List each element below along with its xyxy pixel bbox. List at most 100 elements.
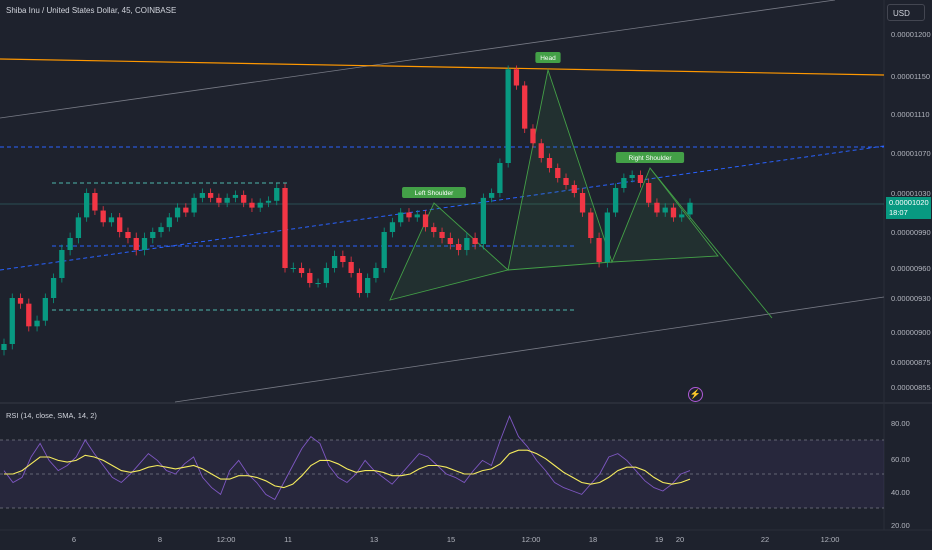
candle-body: [604, 212, 610, 262]
candle-body: [307, 273, 313, 283]
last-price-label: 0.00001020 18:07: [886, 197, 931, 219]
candle-body: [464, 238, 470, 250]
dashed-trend-line: [0, 145, 885, 271]
candle-body: [133, 238, 139, 250]
candle-body: [241, 194, 247, 203]
rsi-line: [3, 415, 691, 501]
candle-body: [42, 298, 48, 321]
candle-body: [588, 212, 594, 238]
candle-body: [596, 238, 602, 262]
candle-body: [1, 344, 7, 350]
last-price-value: 0.00001020: [889, 198, 929, 207]
resistance-line: [0, 58, 885, 76]
candle-body: [629, 175, 635, 178]
candle-body: [9, 298, 15, 344]
time-tick-label: 12:00: [522, 535, 541, 544]
time-tick-label: 12:00: [217, 535, 236, 544]
candle-body: [505, 69, 511, 163]
pattern-label-text: Left Shoulder: [415, 190, 455, 197]
pattern-label-box: [615, 152, 685, 163]
candle-body: [522, 85, 528, 129]
candle-body: [207, 193, 214, 198]
candle-body: [389, 222, 396, 232]
candle-body: [670, 207, 677, 218]
candle-body: [373, 268, 379, 278]
price-tick-label: 0.00001150: [891, 72, 930, 81]
price-tick-label: 0.00001200: [891, 30, 931, 39]
candle-body: [125, 232, 131, 238]
candle-body: [621, 178, 627, 188]
candle-body: [17, 298, 24, 304]
time-tick-label: 11: [284, 535, 292, 544]
price-tick-label: 0.00000960: [891, 264, 931, 273]
candle-body: [100, 210, 106, 223]
candle-body: [26, 303, 32, 327]
candle-body: [555, 168, 561, 178]
candle-body: [323, 268, 329, 283]
candle-body: [538, 143, 544, 158]
candle-body: [257, 202, 263, 208]
candle-body: [497, 163, 503, 193]
candle-body: [50, 278, 57, 298]
candle-body: [646, 183, 652, 203]
candle-body: [612, 188, 619, 213]
lower-channel-line: [174, 296, 885, 403]
candle-body: [546, 158, 553, 168]
candle-body: [216, 197, 222, 203]
candle-body: [348, 262, 354, 273]
candle-body: [290, 268, 296, 269]
rsi-ma-line: [4, 449, 691, 489]
pattern-label-text: Right Shoulder: [629, 155, 673, 162]
candles-layer: [1, 65, 693, 356]
symbol-title[interactable]: Shiba Inu / United States Dollar, 45, CO…: [6, 6, 177, 15]
price-tick-label: 0.00000990: [891, 228, 931, 237]
candle-body: [679, 214, 685, 218]
candle-body: [530, 128, 536, 144]
price-tick-label: 0.00001070: [891, 149, 931, 158]
candle-body: [431, 227, 437, 232]
candle-body: [224, 197, 230, 203]
rsi-tick-label: 20.00: [891, 521, 910, 530]
candle-body: [141, 238, 148, 250]
candle-body: [183, 207, 189, 213]
rsi-indicator-title[interactable]: RSI (14, close, SMA, 14, 2): [6, 411, 97, 420]
time-tick-label: 12:00: [821, 535, 840, 544]
candle-body: [455, 244, 462, 250]
time-tick-label: 20: [676, 535, 684, 544]
lightning-icon[interactable]: ⚡: [688, 387, 703, 402]
candle-body: [84, 193, 90, 218]
rsi-band-fill: [0, 440, 884, 508]
candle-body: [513, 69, 520, 86]
candle-body: [174, 207, 181, 218]
candle-body: [340, 256, 346, 262]
candle-body: [166, 217, 172, 228]
candle-body: [150, 232, 156, 238]
candle-body: [447, 238, 453, 244]
currency-button[interactable]: USD: [887, 4, 925, 21]
candle-body: [108, 217, 115, 223]
price-tick-label: 0.00000930: [891, 294, 931, 303]
candle-body: [472, 238, 478, 244]
candle-body: [282, 188, 288, 268]
candle-body: [563, 178, 569, 185]
rsi-tick-label: 60.00: [891, 455, 910, 464]
price-grid: [0, 0, 932, 531]
candle-body: [571, 185, 577, 193]
candle-body: [662, 207, 668, 213]
time-tick-label: 13: [370, 535, 378, 544]
rsi-tick-label: 80.00: [891, 419, 910, 428]
candle-body: [488, 193, 495, 198]
time-tick-label: 22: [761, 535, 769, 544]
candle-body: [191, 197, 197, 213]
candle-body: [406, 212, 412, 218]
pattern-labels: Head Left Shoulder Right Shoulder: [402, 52, 685, 198]
price-tick-label: 0.00001110: [891, 110, 930, 119]
candle-body: [232, 194, 239, 198]
time-tick-label: 6: [72, 535, 76, 544]
pattern-label-text: Head: [540, 55, 556, 62]
price-tick-label: 0.00000900: [891, 328, 931, 337]
candle-body: [414, 214, 420, 218]
price-tick-label: 0.00001030: [891, 189, 931, 198]
bar-countdown: 18:07: [889, 208, 908, 217]
